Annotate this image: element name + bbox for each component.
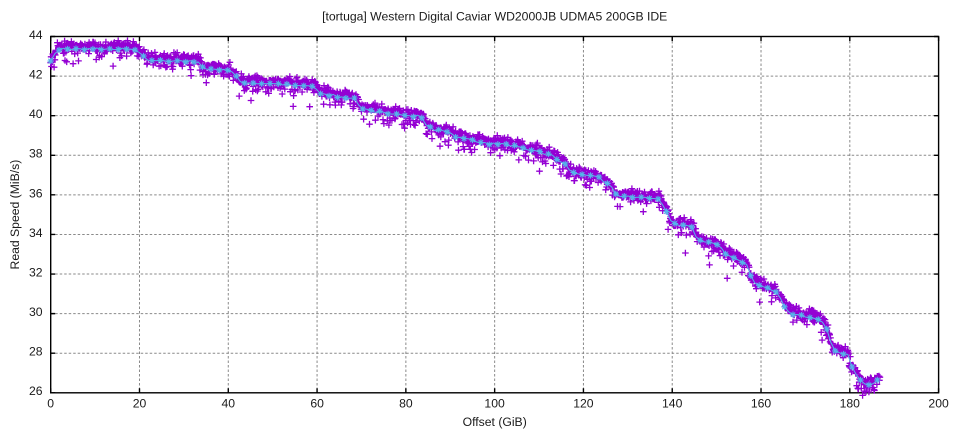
svg-text:120: 120 (573, 397, 594, 411)
svg-text:34: 34 (29, 226, 43, 240)
svg-text:44: 44 (29, 28, 43, 42)
svg-text:Offset (GiB): Offset (GiB) (463, 415, 527, 429)
svg-text:200: 200 (928, 397, 949, 411)
svg-text:26: 26 (29, 384, 43, 398)
svg-text:28: 28 (29, 345, 43, 359)
svg-text:36: 36 (29, 186, 43, 200)
svg-text:Read Speed (MiB/s): Read Speed (MiB/s) (8, 160, 22, 270)
svg-text:[tortuga] Western Digital Cavi: [tortuga] Western Digital Caviar WD2000J… (322, 10, 667, 24)
svg-text:180: 180 (840, 397, 861, 411)
svg-text:32: 32 (29, 265, 43, 279)
svg-text:40: 40 (222, 397, 236, 411)
svg-text:140: 140 (662, 397, 683, 411)
svg-text:60: 60 (310, 397, 324, 411)
svg-text:42: 42 (29, 68, 43, 82)
svg-text:160: 160 (751, 397, 772, 411)
svg-text:100: 100 (484, 397, 505, 411)
svg-text:0: 0 (47, 397, 54, 411)
svg-text:30: 30 (29, 305, 43, 319)
svg-text:38: 38 (29, 147, 43, 161)
svg-text:20: 20 (133, 397, 147, 411)
svg-text:40: 40 (29, 107, 43, 121)
svg-text:80: 80 (399, 397, 413, 411)
